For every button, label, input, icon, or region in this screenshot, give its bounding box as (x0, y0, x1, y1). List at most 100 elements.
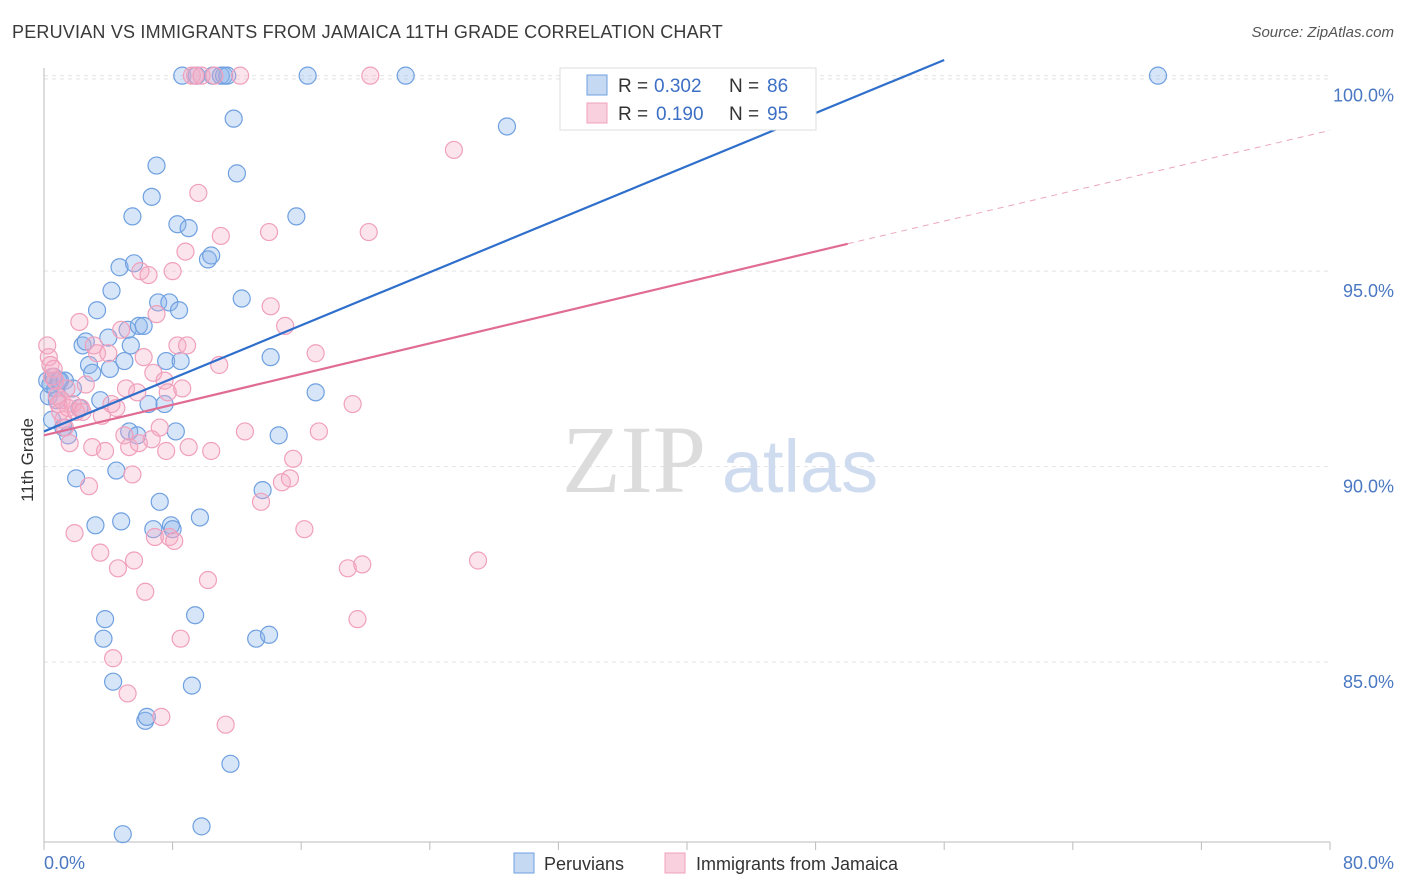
peruvian-point-84 (497, 117, 517, 136)
jamaica-point-77 (251, 492, 271, 511)
peruvian-point-29 (110, 258, 129, 277)
jamaica-point-74 (216, 715, 235, 734)
jamaica-point-21 (76, 375, 95, 394)
peruvian-point-22 (94, 629, 113, 648)
jamaica-point-63 (177, 336, 197, 355)
peruvian-point-23 (95, 610, 115, 629)
peruvian-point-51 (160, 293, 179, 312)
jamaica-point-26 (91, 543, 110, 562)
peruvian-point-28 (107, 461, 126, 480)
jamaica-point-84 (295, 520, 314, 539)
jamaica-point-12 (57, 379, 76, 398)
peruvian-point-66 (202, 246, 221, 265)
legend-swatch-pink (586, 102, 608, 124)
jamaica-point-34 (112, 320, 131, 339)
peruvian-point-25 (100, 359, 120, 378)
jamaica-point-66 (186, 66, 205, 85)
jamaica-point-85 (306, 344, 325, 363)
chart-source: Source: ZipAtlas.com (1251, 24, 1394, 41)
jamaica-point-62 (176, 242, 195, 261)
peruvian-point-55 (168, 215, 187, 234)
jamaica-point-58 (165, 531, 184, 551)
peruvian-point-77 (259, 625, 279, 644)
bottom-legend-jamaica: Immigrants from Jamaica (696, 854, 899, 874)
jamaica-point-46 (139, 265, 158, 285)
peruvian-point-70 (218, 66, 237, 85)
peruvian-point-61 (186, 606, 205, 625)
peruvian-point-83 (396, 66, 415, 85)
jamaica-point-92 (361, 66, 380, 85)
peruvian-point-63 (190, 508, 210, 527)
peruvian-point-57 (171, 351, 190, 371)
legend-n-value-1: 95 (767, 104, 788, 125)
peruvian-point-58 (173, 66, 192, 85)
peruvian-point-35 (121, 336, 140, 355)
jamaica-point-28 (95, 441, 115, 461)
peruvian-point-79 (269, 426, 288, 445)
jamaica-point-38 (120, 437, 139, 457)
jamaica-point-44 (134, 348, 153, 367)
legend-r-label-1: R = (618, 104, 648, 125)
peruvian-point-32 (115, 351, 134, 371)
gridlines (44, 75, 1330, 663)
chart-title: PERUVIAN VS IMMIGRANTS FROM JAMAICA 11TH… (12, 22, 723, 42)
jamaica-point-54 (157, 441, 176, 461)
legend-r-label-0: R = (618, 76, 648, 97)
y-tick-label-3: 100.0% (1333, 86, 1394, 106)
jamaica-point-11 (55, 418, 74, 437)
jamaica-point-33 (108, 559, 128, 578)
peruvian-point-80 (287, 207, 306, 226)
y-tick-label-0: 85.0% (1343, 672, 1394, 692)
peruvian-point-48 (150, 492, 169, 511)
jamaica-point-90 (353, 555, 372, 574)
peruvian-point-73 (227, 164, 246, 183)
x-tick-min: 0.0% (44, 853, 85, 873)
jamaica-point-88 (343, 394, 362, 414)
peruvian-point-39 (129, 316, 148, 335)
jamaica-point-68 (192, 66, 211, 85)
peruvian-point-26 (102, 281, 121, 300)
legend-n-value-0: 86 (767, 76, 788, 97)
peruvian-point-50 (157, 351, 176, 371)
jamaica-point-60 (171, 629, 190, 648)
peruvian-point-42 (137, 707, 156, 726)
peruvian-point-71 (221, 754, 240, 773)
jamaica-point-69 (198, 570, 218, 590)
peruvian-point-85 (1148, 66, 1168, 85)
jamaica-point-57 (163, 262, 182, 281)
jamaica-point-71 (205, 66, 224, 85)
jamaica-point-49 (145, 527, 165, 547)
jamaica-point-22 (79, 477, 99, 496)
x-tick-max: 80.0% (1343, 853, 1394, 873)
jamaica-point-94 (468, 551, 488, 570)
jamaica-point-76 (235, 422, 255, 441)
jamaica-point-61 (173, 379, 192, 398)
jamaica-point-50 (147, 305, 166, 324)
peruvian-point-27 (104, 672, 123, 691)
y-tick-label-1: 90.0% (1343, 477, 1394, 497)
jamaica-point-59 (168, 336, 187, 355)
jamaica-point-75 (231, 66, 250, 85)
bottom-legend-swatch-peruvians (513, 852, 535, 874)
peruvian-point-56 (169, 301, 189, 320)
jamaica-point-31 (104, 649, 123, 668)
y-axis-label: 11th Grade (18, 418, 37, 502)
y-tick-label-2: 95.0% (1343, 281, 1394, 301)
peruvian-point-72 (224, 109, 243, 128)
peruvian-point-44 (142, 187, 161, 206)
jamaica-point-82 (280, 469, 300, 488)
peruvian-point-46 (147, 156, 166, 175)
legend-n-label-1: N = (729, 104, 759, 125)
peruvian-point-54 (166, 422, 185, 441)
watermark-atlas: atlas (722, 425, 878, 508)
jamaica-point-14 (60, 434, 79, 453)
peruvian-point-64 (192, 817, 211, 836)
legend-swatch-blue (586, 74, 608, 96)
jamaica-point-70 (202, 441, 221, 461)
jamaica-point-39 (123, 465, 142, 484)
jamaica-point-93 (444, 140, 464, 160)
bottom-legend: Peruvians Immigrants from Jamaica (513, 852, 899, 874)
jamaica-point-78 (259, 222, 279, 242)
jamaica-point-73 (211, 226, 230, 246)
